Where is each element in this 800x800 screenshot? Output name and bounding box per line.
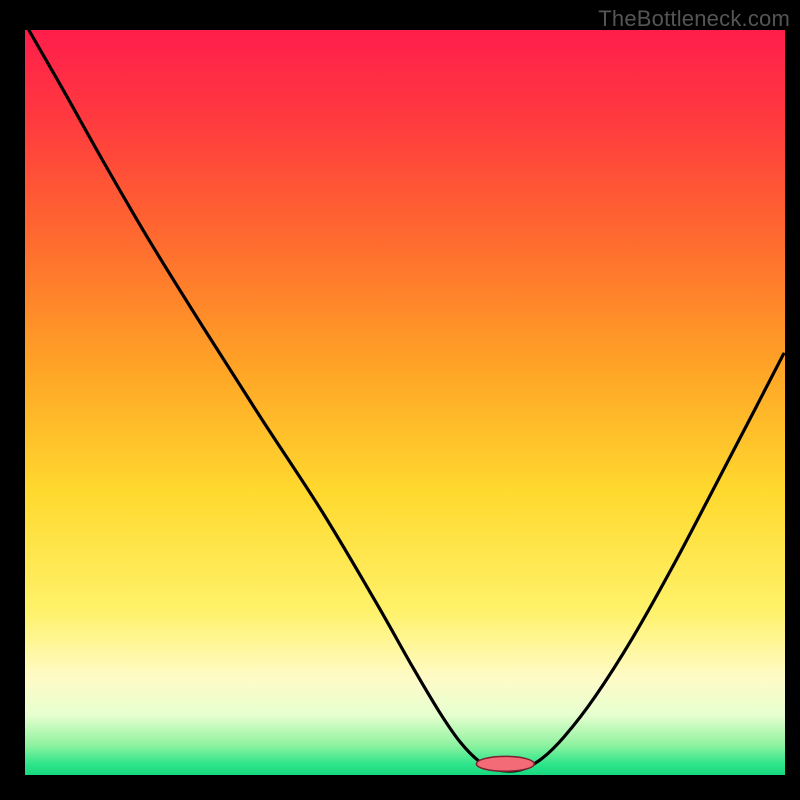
chart-frame: TheBottleneck.com: [0, 0, 800, 800]
gradient-background: [25, 30, 785, 775]
watermark-text: TheBottleneck.com: [598, 6, 790, 32]
bottleneck-chart: [25, 30, 785, 775]
optimal-point-marker: [476, 756, 534, 771]
